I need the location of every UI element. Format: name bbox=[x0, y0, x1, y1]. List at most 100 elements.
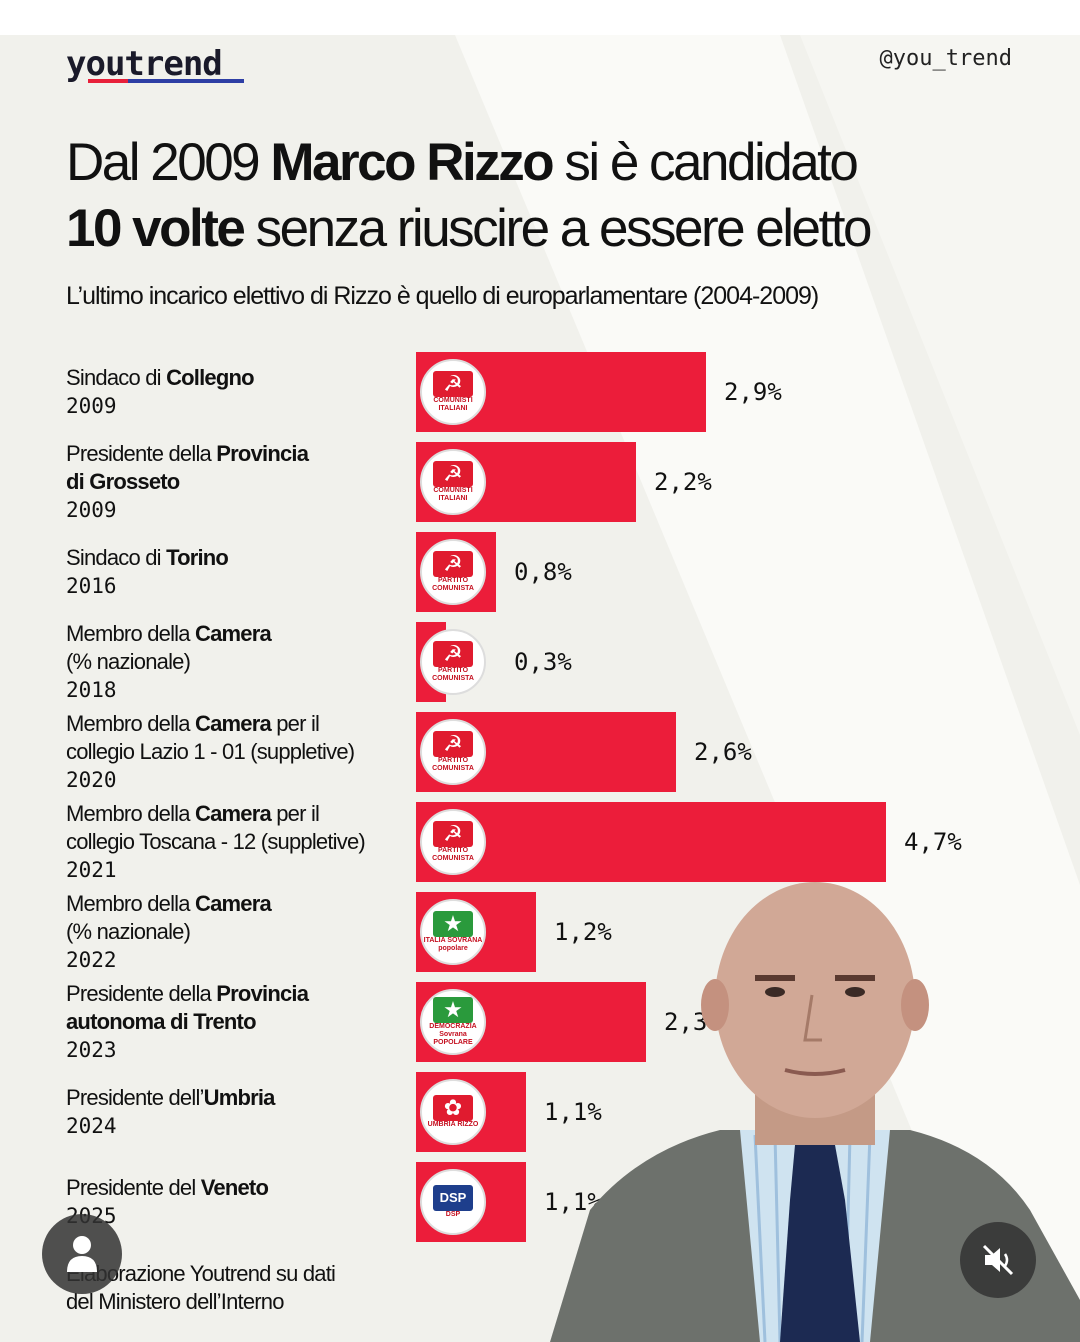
label-text: Membro della bbox=[66, 621, 195, 646]
label-text: Presidente del bbox=[66, 1175, 201, 1200]
headline-part: si è candidato bbox=[552, 133, 859, 192]
label-text: Camera bbox=[195, 891, 272, 916]
hammer-sickle-icon: ☭ bbox=[433, 821, 473, 847]
label-text: Membro della bbox=[66, 711, 195, 736]
row-label: Presidente della Provincia di Grosseto 200… bbox=[66, 440, 411, 524]
headline: Dal 2009 Marco Rizzo si è candidato 10 v… bbox=[66, 130, 1066, 262]
headline-part: senza riuscire a essere eletto bbox=[243, 199, 873, 258]
value-label: 4,7% bbox=[904, 828, 962, 856]
row-year: 2016 bbox=[66, 574, 117, 598]
label-text: Provincia bbox=[216, 441, 309, 466]
hammer-sickle-icon: ☭ bbox=[433, 641, 473, 667]
value-label: 2,2% bbox=[654, 468, 712, 496]
label-text: Presidente dell’ bbox=[66, 1085, 204, 1110]
mute-button[interactable] bbox=[960, 1222, 1036, 1298]
row-year: 2023 bbox=[66, 1038, 117, 1062]
label-text: Camera bbox=[195, 711, 272, 736]
party-logo-icon: ☭ COMUNISTI ITALIANI bbox=[420, 449, 486, 515]
value-label: 0,3% bbox=[514, 648, 572, 676]
logo-text: COMUNISTI ITALIANI bbox=[433, 487, 473, 502]
flag-icon: ★ bbox=[433, 911, 473, 937]
value-label: 1,1% bbox=[544, 1098, 602, 1126]
label-text: (% nazionale) bbox=[66, 919, 191, 944]
logo-text: PARTITO COMUNISTA bbox=[432, 757, 474, 772]
party-logo-icon: ★ DEMOCRAZIA Sovrana POPOLARE bbox=[420, 989, 486, 1055]
label-text: Membro della bbox=[66, 801, 195, 826]
label-text: Camera bbox=[195, 621, 272, 646]
marco-rizzo-photo bbox=[550, 882, 1080, 1342]
label-text: Umbria bbox=[203, 1085, 276, 1110]
dsp-icon: DSP bbox=[433, 1185, 473, 1211]
youtrend-logo: youtrend bbox=[66, 44, 223, 84]
label-text: Sindaco di bbox=[66, 365, 167, 390]
logo-text: PARTITO COMUNISTA bbox=[432, 667, 474, 682]
leaf-icon: ✿ bbox=[433, 1095, 473, 1121]
party-logo-icon: ☭ PARTITO COMUNISTA bbox=[420, 629, 486, 695]
row-label: Presidente della Provincia autonoma di Tr… bbox=[66, 980, 411, 1064]
label-text: Torino bbox=[166, 545, 229, 570]
user-icon bbox=[67, 1236, 97, 1272]
source-line: del Ministero dell’Interno bbox=[66, 1289, 284, 1314]
hammer-sickle-icon: ☭ bbox=[433, 461, 473, 487]
label-text: Collegno bbox=[166, 365, 255, 390]
bar bbox=[416, 802, 886, 882]
party-logo-icon: DSP DSP bbox=[420, 1169, 486, 1235]
value-label: 1,2% bbox=[554, 918, 612, 946]
row-label: Membro della Camera per il collegio Lazio… bbox=[66, 710, 411, 794]
party-logo-icon: ☭ COMUNISTI ITALIANI bbox=[420, 359, 486, 425]
row-year: 2025 bbox=[66, 1202, 411, 1230]
label-text: di Grosseto bbox=[66, 469, 180, 494]
label-text: Presidente della bbox=[66, 441, 217, 466]
row-year: 2022 bbox=[66, 948, 117, 972]
row-label: Membro della Camera per il collegio Tosca… bbox=[66, 800, 411, 884]
row-label: Membro della Camera (% nazionale) 2018 bbox=[66, 620, 411, 704]
profile-button[interactable] bbox=[42, 1214, 122, 1294]
party-logo-icon: ☭ PARTITO COMUNISTA bbox=[420, 809, 486, 875]
label-text: per il bbox=[270, 711, 320, 736]
row-year: 2020 bbox=[66, 768, 117, 792]
value-label: 2,6% bbox=[694, 738, 752, 766]
headline-bold: 10 volte bbox=[66, 199, 246, 258]
logo-text: UMBRIA RIZZO bbox=[427, 1121, 479, 1128]
hammer-sickle-icon: ☭ bbox=[433, 551, 473, 577]
label-text: Camera bbox=[195, 801, 272, 826]
value-label: 2,9% bbox=[724, 378, 782, 406]
social-handle: @you_trend bbox=[879, 46, 1012, 71]
logo-text: PARTITO COMUNISTA bbox=[432, 847, 474, 862]
logo-text: DEMOCRAZIA Sovrana POPOLARE bbox=[429, 1023, 477, 1046]
label-text: (% nazionale) bbox=[66, 649, 191, 674]
label-text: Provincia bbox=[216, 981, 309, 1006]
headline-bold: Marco Rizzo bbox=[270, 133, 554, 192]
label-text: autonoma di Trento bbox=[66, 1009, 257, 1034]
logo-text: DSP bbox=[445, 1211, 461, 1218]
logo-text: COMUNISTI ITALIANI bbox=[433, 397, 473, 412]
label-text: Veneto bbox=[200, 1175, 269, 1200]
row-label: Presidente dell’Umbria 2024 bbox=[66, 1084, 411, 1140]
label-text: collegio Toscana - 12 (suppletive) bbox=[66, 829, 366, 854]
row-year: 2024 bbox=[66, 1114, 117, 1138]
hammer-sickle-icon: ☭ bbox=[433, 731, 473, 757]
row-label: Membro della Camera (% nazionale) 2022 bbox=[66, 890, 411, 974]
headline-part: Dal 2009 bbox=[66, 133, 271, 192]
row-year: 2021 bbox=[66, 858, 117, 882]
logo-text: ITALIA SOVRANA popolare bbox=[423, 937, 483, 952]
speaker-muted-icon bbox=[982, 1244, 1014, 1276]
label-text: Sindaco di bbox=[66, 545, 167, 570]
value-label: 0,8% bbox=[514, 558, 572, 586]
label-text: per il bbox=[270, 801, 320, 826]
label-text: collegio Lazio 1 - 01 (suppletive) bbox=[66, 739, 355, 764]
logo-underline bbox=[88, 79, 244, 83]
party-logo-icon: ✿ UMBRIA RIZZO bbox=[420, 1079, 486, 1145]
label-text: Membro della bbox=[66, 891, 195, 916]
row-year: 2018 bbox=[66, 678, 117, 702]
row-label: Sindaco di Collegno 2009 bbox=[66, 364, 411, 420]
party-logo-icon: ★ ITALIA SOVRANA popolare bbox=[420, 899, 486, 965]
label-text: Presidente della bbox=[66, 981, 217, 1006]
logo-text: PARTITO COMUNISTA bbox=[432, 577, 474, 592]
hammer-sickle-icon: ☭ bbox=[433, 371, 473, 397]
subtitle: L’ultimo incarico elettivo di Rizzo è qu… bbox=[66, 282, 819, 310]
party-logo-icon: ☭ PARTITO COMUNISTA bbox=[420, 719, 486, 785]
flag-icon: ★ bbox=[433, 997, 473, 1023]
row-label: Presidente del Veneto2025 bbox=[66, 1174, 411, 1230]
party-logo-icon: ☭ PARTITO COMUNISTA bbox=[420, 539, 486, 605]
